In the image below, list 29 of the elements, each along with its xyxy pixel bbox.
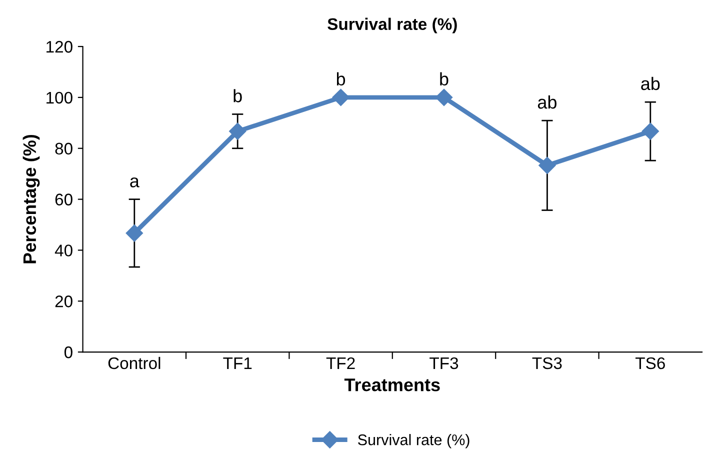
annotation: b — [234, 89, 242, 102]
y-tick-label: 40 — [54, 244, 72, 256]
x-tick-label: TF2 — [326, 357, 355, 369]
point — [538, 156, 556, 174]
x-tick-label: TF1 — [223, 358, 252, 369]
point — [332, 88, 350, 106]
annotation: ab — [641, 76, 660, 90]
y-tick-label: 100 — [46, 92, 72, 104]
legend-label: Survival rate (%) — [358, 434, 470, 448]
point — [642, 122, 659, 140]
y-tick-label: 60 — [55, 194, 72, 206]
x-tick-label: TS3 — [532, 357, 562, 370]
point — [126, 224, 143, 242]
annotation: a — [130, 177, 140, 188]
chart-title: Survival rate (%) — [328, 18, 457, 34]
x-tick-label: TS6 — [635, 357, 665, 370]
x-tick-label: Control — [108, 356, 160, 370]
point — [435, 88, 453, 106]
y-tick-label: 20 — [55, 296, 72, 308]
annotation: b — [336, 72, 346, 86]
point — [229, 122, 246, 140]
x-axis-title: Treatments — [344, 378, 440, 392]
y-tick-label: 120 — [46, 40, 72, 53]
y-tick-label: 80 — [55, 142, 72, 155]
x-tick-label: TF3 — [430, 357, 458, 370]
annotation: b — [440, 72, 448, 86]
annotation: ab — [538, 95, 556, 109]
y-tick-label: 0 — [64, 346, 72, 358]
y-axis-title: Percentage (%) — [22, 134, 40, 264]
